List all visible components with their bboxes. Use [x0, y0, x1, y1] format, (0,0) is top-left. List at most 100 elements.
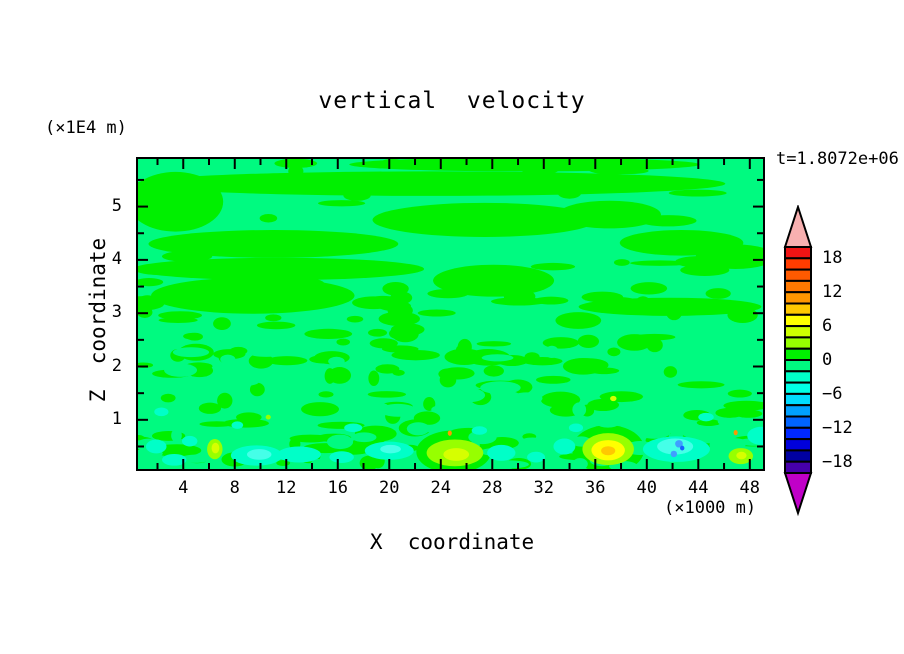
colorbar-tick-label: 0 — [822, 350, 833, 370]
contour-blob — [176, 296, 209, 309]
contour-blob — [747, 426, 764, 445]
contour-blob — [378, 311, 420, 327]
colorbar-segment — [784, 325, 812, 339]
contour-blob — [259, 214, 278, 223]
colorbar-segment — [784, 291, 812, 305]
contour-blob — [317, 200, 366, 207]
contour-blob — [577, 334, 600, 348]
colorbar-under-arrow — [783, 472, 813, 517]
y-tick-label: 3 — [111, 302, 122, 323]
contour-blob — [444, 348, 485, 365]
contour-blob — [265, 414, 271, 420]
colorbar-tick-label: −18 — [822, 451, 853, 472]
contour-blob — [676, 390, 692, 400]
contour-blob — [441, 403, 456, 417]
contour-blob — [540, 391, 581, 408]
y-tick-label: 5 — [111, 195, 122, 216]
contour-blob — [215, 436, 243, 443]
colorbar-tick-label: −6 — [822, 383, 843, 404]
colorbar-segment — [784, 359, 812, 373]
contour-blob — [595, 297, 639, 307]
contour-blob — [368, 370, 380, 387]
contour-blob — [680, 445, 685, 451]
contour-blob — [213, 349, 246, 360]
contour-blob — [572, 402, 587, 417]
y-tick-label: 2 — [111, 355, 122, 376]
contour-blob — [186, 332, 203, 341]
contour-blob — [328, 367, 352, 384]
contour-blob — [356, 241, 372, 251]
colorbar-segment — [784, 438, 812, 452]
contour-blob — [607, 167, 649, 175]
colorbar-segment — [784, 426, 812, 441]
colorbar-tick-label: 18 — [822, 248, 843, 269]
contour-blob — [209, 263, 259, 271]
contour-blob — [670, 450, 678, 458]
contour-blob — [220, 354, 236, 365]
contour-blob — [587, 398, 619, 412]
contour-blob — [143, 188, 184, 197]
contour-blob — [613, 259, 630, 266]
contour-blob — [484, 270, 503, 279]
contour-blob — [675, 440, 683, 448]
contour-blob — [439, 372, 457, 388]
contour-blob — [427, 289, 469, 299]
axis-ticks — [137, 158, 764, 470]
contour-blob — [646, 338, 663, 353]
contour-blob — [636, 296, 650, 305]
contour-blob — [137, 257, 424, 281]
contour-blob — [557, 188, 581, 199]
y-axis-unit-label: (×1E4 m) — [45, 118, 127, 138]
contour-blob — [145, 439, 167, 454]
contour-blob — [158, 311, 203, 320]
x-tick-label: 44 — [688, 478, 709, 498]
contour-blob — [657, 438, 694, 455]
y-tick-label: 4 — [111, 248, 122, 269]
contour-blob — [436, 185, 480, 193]
contour-blob — [406, 424, 444, 433]
contour-blob — [668, 189, 727, 197]
contour-blob — [329, 451, 354, 464]
contour-blob — [367, 391, 407, 398]
contour-blob — [341, 404, 364, 419]
colorbar-segment — [784, 392, 812, 407]
colorbar-segment — [784, 246, 812, 260]
contour-blob — [379, 403, 417, 417]
contour-blob — [289, 434, 332, 443]
contour-blob — [366, 295, 400, 307]
contour-blob — [288, 165, 304, 177]
contour-blob — [343, 189, 371, 201]
contour-blob — [167, 214, 214, 224]
contour-blob — [375, 364, 400, 374]
contour-blob — [663, 366, 678, 378]
x-tick-label: 48 — [739, 478, 761, 498]
colorbar-segment — [784, 279, 812, 294]
contour-blob — [137, 171, 726, 196]
contour-blob — [301, 402, 340, 417]
contour-blob — [530, 262, 576, 271]
contour-blob — [572, 458, 588, 470]
contour-blob — [455, 344, 467, 355]
contour-blob — [454, 388, 486, 403]
contour-blob — [223, 371, 259, 380]
contour-blob — [391, 349, 440, 361]
contour-blob — [542, 337, 579, 349]
contour-blob — [601, 446, 616, 456]
contour-blob — [698, 412, 714, 422]
contour-blob — [249, 173, 297, 187]
contour-blob — [677, 381, 725, 389]
contour-blob — [161, 286, 209, 297]
contour-blob — [630, 260, 690, 266]
x-tick-label: 4 — [178, 478, 189, 498]
contour-blob — [565, 315, 591, 329]
contour-blob — [264, 399, 306, 405]
colorbar-segment — [784, 404, 812, 418]
contour-blob — [265, 314, 282, 322]
contour-blob — [231, 421, 244, 429]
contour-field — [137, 158, 764, 470]
x-tick-label: 8 — [229, 478, 240, 498]
contour-blob — [705, 288, 731, 299]
x-tick-label: 16 — [327, 478, 349, 498]
contour-blob — [274, 158, 318, 169]
x-tick-label: 24 — [430, 478, 452, 498]
